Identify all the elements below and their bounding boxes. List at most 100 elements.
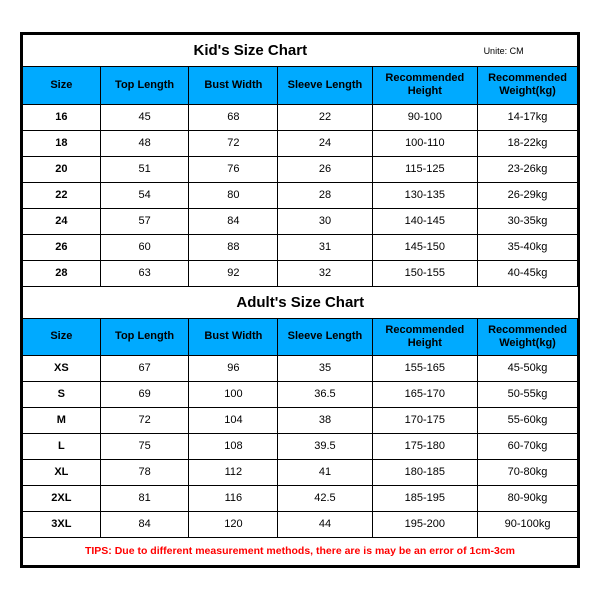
cell: 100 <box>189 381 278 407</box>
cell: 90-100 <box>372 104 477 130</box>
cell: 57 <box>100 208 189 234</box>
cell: 130-135 <box>372 182 477 208</box>
cell: 32 <box>278 260 372 286</box>
cell: 60-70kg <box>478 433 578 459</box>
cell: 68 <box>189 104 278 130</box>
cell: M <box>23 407 101 433</box>
cell: 22 <box>278 104 372 130</box>
size-chart-table: Kid's Size ChartUnite: CMSizeTop LengthB… <box>22 34 578 566</box>
tips-text: TIPS: Due to different measurement metho… <box>23 537 578 565</box>
cell: 112 <box>189 459 278 485</box>
kids-col-2: Bust Width <box>189 67 278 104</box>
table-row: XS679635155-16545-50kg <box>23 355 578 381</box>
cell: 41 <box>278 459 372 485</box>
kids-col-5: Recommended Weight(kg) <box>478 67 578 104</box>
cell: 35-40kg <box>478 234 578 260</box>
cell: 90-100kg <box>478 511 578 537</box>
table-row: 3XL8412044195-20090-100kg <box>23 511 578 537</box>
cell: 30 <box>278 208 372 234</box>
cell: 45-50kg <box>478 355 578 381</box>
cell: 195-200 <box>372 511 477 537</box>
kids-col-0: Size <box>23 67 101 104</box>
cell: 63 <box>100 260 189 286</box>
table-row: L7510839.5175-18060-70kg <box>23 433 578 459</box>
kids-title: Kid's Size Chart <box>23 35 478 67</box>
adults-title: Adult's Size Chart <box>23 286 578 318</box>
cell: 14-17kg <box>478 104 578 130</box>
adults-header-row: SizeTop LengthBust WidthSleeve LengthRec… <box>23 318 578 355</box>
cell: 60 <box>100 234 189 260</box>
cell: 84 <box>189 208 278 234</box>
cell: 175-180 <box>372 433 477 459</box>
kids-col-1: Top Length <box>100 67 189 104</box>
cell: 26-29kg <box>478 182 578 208</box>
cell: 165-170 <box>372 381 477 407</box>
table-row: XL7811241180-18570-80kg <box>23 459 578 485</box>
cell: 30-35kg <box>478 208 578 234</box>
table-row: 2XL8111642.5185-19580-90kg <box>23 485 578 511</box>
adults-col-1: Top Length <box>100 318 189 355</box>
cell: 55-60kg <box>478 407 578 433</box>
cell: XS <box>23 355 101 381</box>
cell: 28 <box>278 182 372 208</box>
cell: 145-150 <box>372 234 477 260</box>
cell: 51 <box>100 156 189 182</box>
cell: 18-22kg <box>478 130 578 156</box>
cell: S <box>23 381 101 407</box>
cell: 76 <box>189 156 278 182</box>
cell: 140-145 <box>372 208 477 234</box>
cell: 26 <box>278 156 372 182</box>
cell: 80-90kg <box>478 485 578 511</box>
cell: 24 <box>23 208 101 234</box>
cell: 72 <box>189 130 278 156</box>
cell: 81 <box>100 485 189 511</box>
table-row: 24578430140-14530-35kg <box>23 208 578 234</box>
cell: 84 <box>100 511 189 537</box>
adults-col-0: Size <box>23 318 101 355</box>
cell: 80 <box>189 182 278 208</box>
table-row: 28639232150-15540-45kg <box>23 260 578 286</box>
cell: 54 <box>100 182 189 208</box>
cell: 20 <box>23 156 101 182</box>
cell: 40-45kg <box>478 260 578 286</box>
cell: 72 <box>100 407 189 433</box>
cell: 38 <box>278 407 372 433</box>
table-row: 18487224100-11018-22kg <box>23 130 578 156</box>
cell: 108 <box>189 433 278 459</box>
table-row: 26608831145-15035-40kg <box>23 234 578 260</box>
cell: 69 <box>100 381 189 407</box>
cell: 150-155 <box>372 260 477 286</box>
cell: L <box>23 433 101 459</box>
cell: 16 <box>23 104 101 130</box>
cell: 24 <box>278 130 372 156</box>
cell: 28 <box>23 260 101 286</box>
cell: 39.5 <box>278 433 372 459</box>
cell: 75 <box>100 433 189 459</box>
cell: 31 <box>278 234 372 260</box>
table-row: S6910036.5165-17050-55kg <box>23 381 578 407</box>
cell: 100-110 <box>372 130 477 156</box>
cell: 92 <box>189 260 278 286</box>
cell: 116 <box>189 485 278 511</box>
cell: 78 <box>100 459 189 485</box>
cell: 23-26kg <box>478 156 578 182</box>
adults-col-3: Sleeve Length <box>278 318 372 355</box>
cell: 2XL <box>23 485 101 511</box>
cell: 26 <box>23 234 101 260</box>
cell: 96 <box>189 355 278 381</box>
cell: 155-165 <box>372 355 477 381</box>
cell: 48 <box>100 130 189 156</box>
cell: 88 <box>189 234 278 260</box>
cell: 3XL <box>23 511 101 537</box>
cell: 36.5 <box>278 381 372 407</box>
size-chart-container: Kid's Size ChartUnite: CMSizeTop LengthB… <box>20 32 580 568</box>
kids-col-3: Sleeve Length <box>278 67 372 104</box>
adults-col-4: Recommended Height <box>372 318 477 355</box>
cell: 170-175 <box>372 407 477 433</box>
cell: 67 <box>100 355 189 381</box>
cell: 22 <box>23 182 101 208</box>
unit-label: Unite: CM <box>478 35 578 67</box>
cell: XL <box>23 459 101 485</box>
cell: 115-125 <box>372 156 477 182</box>
kids-title-row: Kid's Size ChartUnite: CM <box>23 35 578 67</box>
